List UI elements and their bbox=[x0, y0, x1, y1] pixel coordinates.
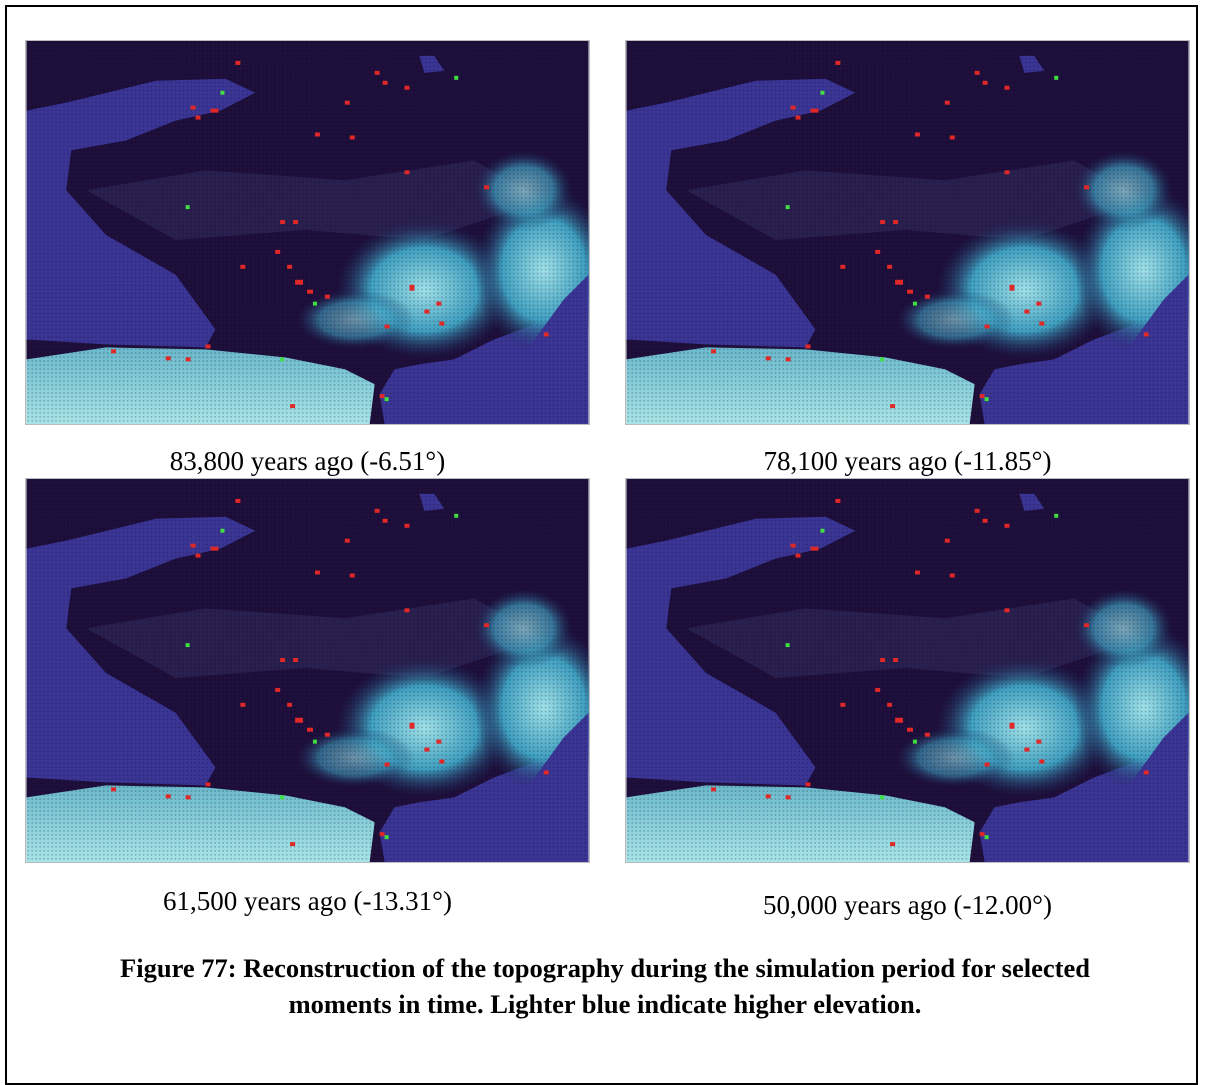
map-image bbox=[625, 40, 1190, 425]
map-image bbox=[625, 478, 1190, 863]
map-image bbox=[25, 478, 590, 863]
map-image bbox=[25, 40, 590, 425]
panel-caption: 50,000 years ago (-12.00°) bbox=[763, 890, 1052, 920]
panel-caption: 61,500 years ago (-13.31°) bbox=[163, 886, 452, 916]
figure-caption: Figure 77: Reconstruction of the topogra… bbox=[120, 953, 1090, 1019]
panel-caption: 78,100 years ago (-11.85°) bbox=[763, 446, 1052, 476]
panel-caption: 83,800 years ago (-6.51°) bbox=[169, 446, 446, 476]
